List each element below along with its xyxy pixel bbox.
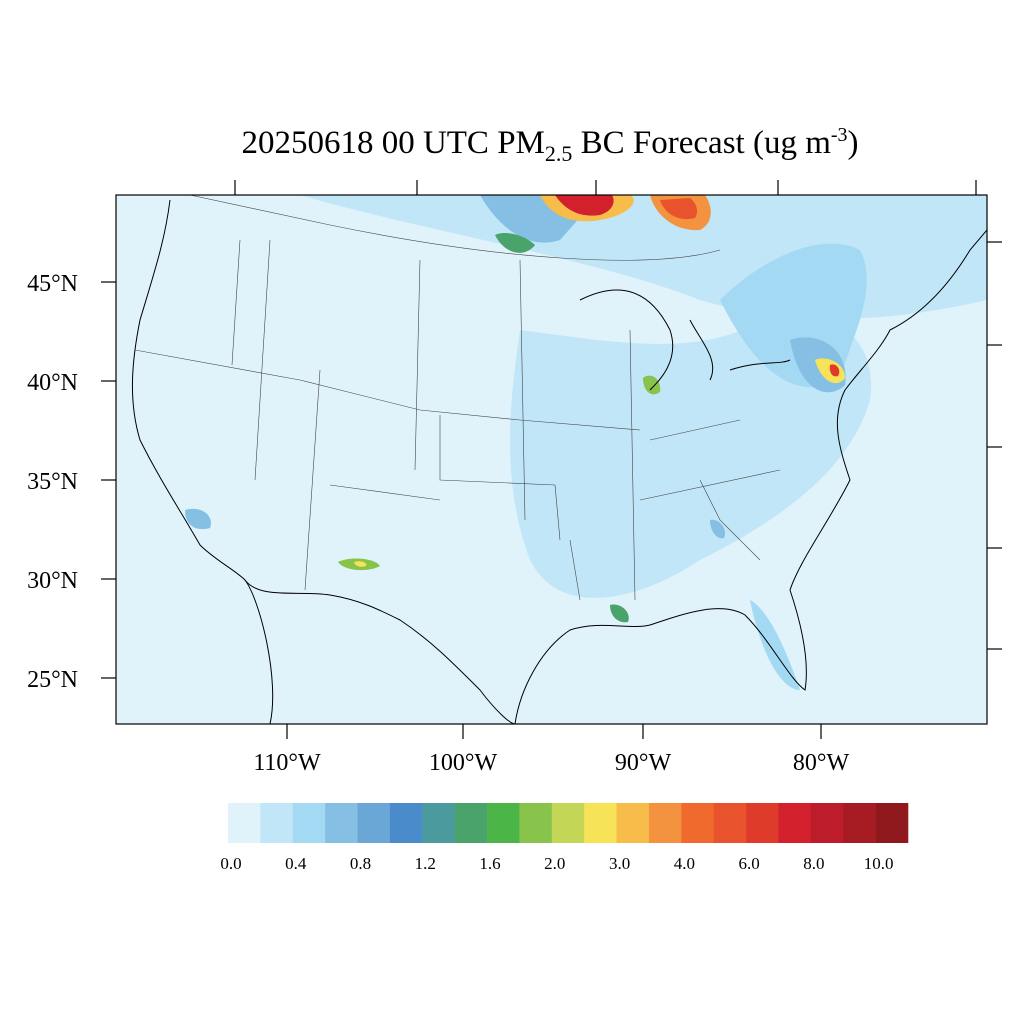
colorbar-box: [260, 803, 294, 843]
colorbar-box: [843, 803, 876, 843]
title: 20250618 00 UTC PM2.5 BC Forecast (ug m-…: [241, 124, 858, 166]
colorbar: 0.0 0.4 0.8 1.2 1.6 2.0 3.0 4.0 6.0 8.0 10.0: [220, 803, 909, 873]
colorbar-box: [519, 803, 553, 843]
colorbar-box: [487, 803, 520, 843]
lat-label: 30°N: [27, 568, 78, 594]
boundaries: [131, 195, 987, 724]
colorbar-label: 1.2: [415, 854, 436, 873]
colorbar-label: 0.8: [350, 854, 371, 873]
colorbar-label: 1.6: [479, 854, 500, 873]
concentration-field: [185, 195, 987, 690]
map: [101, 180, 1002, 739]
lat-label: 35°N: [27, 469, 78, 495]
lon-label: 110°W: [253, 750, 321, 776]
lon-label: 80°W: [793, 750, 850, 776]
map-frame: [115, 194, 988, 725]
title-superscript: -3: [831, 124, 848, 146]
colorbar-label: 10.0: [864, 854, 894, 873]
colorbar-box: [454, 803, 488, 843]
colorbar-box: [810, 803, 844, 843]
lon-label: 90°W: [615, 750, 672, 776]
colorbar-label: 0.4: [285, 854, 307, 873]
colorbar-label: 0.0: [220, 854, 241, 873]
colorbar-label: 4.0: [674, 854, 695, 873]
colorbar-box: [389, 803, 423, 843]
frame-ticks: [101, 180, 1002, 739]
colorbar-box: [357, 803, 391, 843]
title-suffix: ): [848, 125, 859, 161]
colorbar-box: [746, 803, 779, 843]
title-middle: BC Forecast (ug m: [572, 125, 831, 161]
lat-label: 40°N: [27, 370, 78, 396]
colorbar-box: [681, 803, 715, 843]
colorbar-box: [616, 803, 650, 843]
colorbar-box: [228, 803, 261, 843]
colorbar-box: [325, 803, 358, 843]
colorbar-label: 8.0: [803, 854, 824, 873]
lon-label: 100°W: [429, 750, 498, 776]
colorbar-box: [648, 803, 682, 843]
colorbar-box: [292, 803, 326, 843]
colorbar-label: 3.0: [609, 854, 630, 873]
colorbar-box: [875, 803, 909, 843]
axis-labels: 45°N 40°N 35°N 30°N 25°N 110°W 100°W 90°W 80°W: [27, 271, 849, 776]
colorbar-box: [584, 803, 617, 843]
colorbar-box: [551, 803, 585, 843]
colorbar-box: [422, 803, 455, 843]
title-prefix: 20250618 00 UTC PM: [241, 125, 544, 161]
colorbar-box: [778, 803, 812, 843]
colorbar-label: 2.0: [544, 854, 565, 873]
lat-label: 45°N: [27, 271, 78, 297]
colorbar-label: 6.0: [738, 854, 759, 873]
lat-label: 25°N: [27, 667, 78, 693]
colorbar-box: [713, 803, 747, 843]
title-subscript: 2.5: [545, 141, 573, 166]
